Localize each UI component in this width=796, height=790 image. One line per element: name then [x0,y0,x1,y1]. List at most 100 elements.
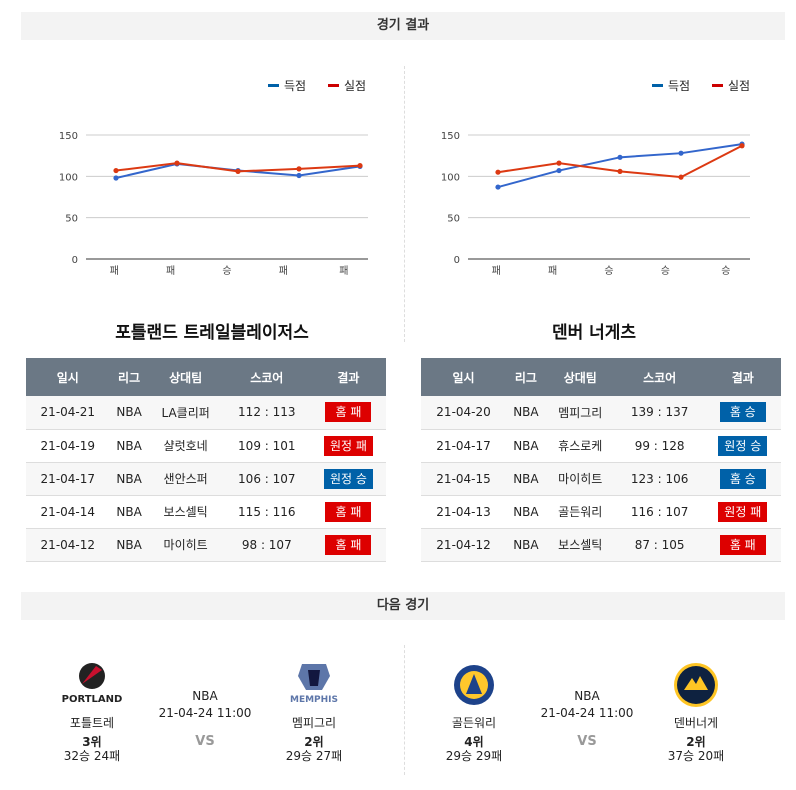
data-point-conceded [556,160,562,166]
data-point-conceded [113,167,119,174]
opponent-cell: 마이히트 [148,528,223,562]
data-point-conceded [357,162,363,169]
league-cell: NBA [109,396,149,430]
data-point-scored [556,167,562,174]
date-cell: 21-04-17 [421,429,507,463]
x-tick-label: 패 [339,265,348,277]
legend-label: 실점 [344,79,366,93]
data-point-conceded [678,174,684,180]
result-badge: 원정 패 [323,435,373,456]
score-cell: 109 : 101 [222,429,311,463]
result-badge: 홈 승 [719,402,766,423]
team-name: 덴버너게 [673,716,719,730]
data-point-scored [495,184,501,190]
result-cell: 홈 패 [310,495,386,529]
score-cell: 98 : 107 [222,528,311,562]
column-header: 결과 [704,358,781,396]
table-row: 21-04-13 NBA 골든워리 116 : 107 원정 패 [421,495,781,529]
result-badge: 홈 패 [719,534,766,555]
date-cell: 21-04-21 [26,396,110,430]
team-record: 29승 27패 [285,749,343,763]
data-point-conceded [739,143,745,149]
date-cell: 21-04-13 [421,495,507,529]
date-cell: 21-04-12 [421,528,507,562]
results-section-header: 경기 결과 [21,12,785,40]
table-row: 21-04-12 NBA 마이히트 98 : 107 홈 패 [26,528,386,562]
result-cell: 원정 패 [704,495,781,529]
x-tick-label: 패 [166,265,175,277]
result-cell: 원정 패 [310,429,386,463]
team-logo [666,660,726,710]
legend-label: 득점 [284,79,306,93]
league-cell: NBA [506,396,546,430]
team-name: 멤피그리 [291,716,337,730]
team-home[interactable]: 골든워리 4위 29승 29패 [424,660,524,763]
result-badge: 원정 승 [718,435,768,456]
column-header: 리그 [506,358,546,396]
y-tick-label: 150 [59,131,78,142]
result-cell: 원정 승 [704,429,781,463]
data-point-scored [113,175,119,181]
opponent-cell: 마이히트 [545,462,615,496]
result-badge: 원정 승 [323,468,373,489]
table-row: 21-04-17 NBA 휴스로케 99 : 128 원정 승 [421,429,781,463]
opponent-cell: 휴스로케 [545,429,615,463]
data-point-conceded [235,168,241,174]
x-tick-label: 패 [492,265,501,277]
league-cell: NBA [506,528,546,562]
x-tick-label: 패 [548,265,557,277]
league-cell: NBA [506,429,546,463]
team-record: 32승 24패 [63,749,121,763]
date-cell: 21-04-17 [26,462,110,496]
column-header: 일시 [421,358,507,396]
divider [404,66,405,342]
y-tick-label: 150 [441,131,460,142]
score-cell: 116 : 107 [614,495,705,529]
opponent-cell: 골든워리 [545,495,615,529]
data-point-conceded [617,168,623,174]
team-logo [444,660,504,710]
league-cell: NBA [109,528,149,562]
team-rank: 2위 [686,735,706,749]
team-away[interactable]: 덴버너게 2위 37승 20패 [646,660,746,763]
legend-swatch [652,84,663,87]
opponent-cell: 멤피그리 [545,396,615,430]
y-tick-label: 0 [454,255,460,266]
score-cell: 99 : 128 [614,429,705,463]
league-cell: NBA [506,462,546,496]
legend-swatch [328,84,339,87]
team-logo: MEMPHIS [284,660,344,710]
svg-text:MEMPHIS: MEMPHIS [290,695,338,705]
x-tick-label: 승 [222,265,231,277]
team-title-portland: 포틀랜드 트레일블레이저스 [115,323,309,343]
data-point-scored [296,172,302,179]
league-label: NBA [574,689,600,703]
table-row: 21-04-14 NBA 보스셀틱 115 : 116 홈 패 [26,495,386,529]
table-row: 21-04-17 NBA 샌안스퍼 106 : 107 원정 승 [26,462,386,496]
team-away[interactable]: MEMPHIS 멤피그리 2위 29승 27패 [264,660,364,763]
score-cell: 115 : 116 [222,495,311,529]
team-home[interactable]: PORTLAND 포틀트레 3위 32승 24패 [42,660,142,763]
data-point-scored [678,150,684,156]
chart-denver: 득점 실점 0 50 100 150 패 패 승 승 승 [441,79,750,277]
y-tick-label: 50 [447,214,460,225]
league-cell: NBA [109,462,149,496]
team-rank: 3위 [82,735,102,749]
data-point-conceded [174,160,180,166]
results-table-portland: 일시 리그 상대팀 스코어 결과 21-04-21 NBA LA클리퍼 112 : 113 홈 패… [26,358,386,562]
vs-label: VS [195,734,215,749]
score-cell: 123 : 106 [614,462,705,496]
y-tick-label: 100 [441,172,460,183]
legend-label: 득점 [668,79,690,93]
team-rank: 4위 [464,735,484,749]
game-datetime: 21-04-24 11:00 [158,706,252,720]
team-record: 29승 29패 [445,749,503,763]
result-cell: 홈 패 [704,528,781,562]
result-cell: 홈 패 [310,396,386,430]
column-header: 상대팀 [148,358,223,396]
opponent-cell: LA클리퍼 [148,396,223,430]
table-row: 21-04-12 NBA 보스셀틱 87 : 105 홈 패 [421,528,781,562]
opponent-cell: 샬럿호네 [148,429,223,463]
team-title-denver: 덴버 너게츠 [551,323,637,343]
